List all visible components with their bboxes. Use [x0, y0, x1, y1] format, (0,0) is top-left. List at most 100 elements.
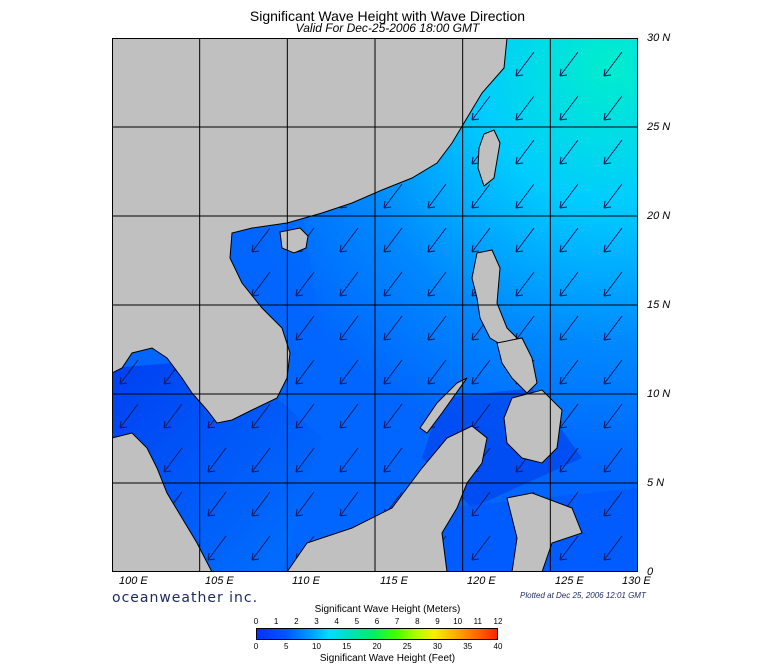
wave-direction-arrow	[603, 95, 623, 121]
sulawesi-island	[506, 492, 583, 572]
lat-label-30n: 30 N	[647, 32, 671, 44]
legend-feet-tick: 40	[493, 642, 503, 651]
lon-label-120e: 120 E	[467, 575, 496, 587]
wave-direction-arrow	[603, 227, 623, 253]
legend-meters-tick: 7	[394, 617, 400, 626]
legend-feet-tick: 25	[402, 642, 412, 651]
wave-direction-arrow	[603, 51, 623, 77]
wave-direction-arrow	[559, 535, 579, 561]
wave-direction-arrow	[603, 315, 623, 341]
wave-direction-arrow	[559, 447, 579, 473]
legend-meters-tick: 10	[453, 617, 463, 626]
wave-direction-arrow	[515, 227, 535, 253]
wave-direction-arrow	[515, 271, 535, 297]
wave-height-colorbar	[256, 628, 498, 640]
taiwan-island	[477, 129, 501, 187]
legend-meters-tick: 8	[415, 617, 420, 626]
wave-direction-arrow	[559, 183, 579, 209]
legend-meters-tick: 3	[314, 617, 319, 626]
legend-meters-tick: 0	[253, 617, 259, 626]
wave-direction-arrow	[339, 359, 359, 385]
wave-direction-arrow	[559, 95, 579, 121]
wave-direction-arrow	[295, 447, 315, 473]
legend-feet-title: Significant Wave Height (Feet)	[319, 653, 456, 664]
legend-meters-tick: 6	[374, 617, 380, 626]
wave-direction-arrow	[471, 359, 491, 385]
oceanweather-logo: oceanweather inc.	[112, 590, 259, 606]
wave-direction-arrow	[603, 359, 623, 385]
wave-direction-arrow	[603, 183, 623, 209]
wave-direction-arrow	[427, 315, 447, 341]
lat-label-15n: 15 N	[647, 299, 671, 311]
wave-direction-arrow	[251, 447, 271, 473]
lon-label-125e: 125 E	[555, 575, 584, 587]
legend-feet-tick: 10	[312, 642, 321, 651]
mindanao-island	[503, 389, 563, 464]
wave-direction-arrow	[339, 227, 359, 253]
wave-direction-arrow	[471, 95, 491, 121]
legend-feet-tick: 30	[433, 642, 442, 651]
legend-meters-title: Significant Wave Height (Meters)	[314, 604, 461, 615]
wave-direction-arrow	[295, 315, 315, 341]
wave-direction-arrow	[559, 139, 579, 165]
wave-direction-arrow	[383, 227, 403, 253]
wave-direction-arrow	[515, 183, 535, 209]
wave-direction-arrow	[207, 535, 227, 561]
wave-direction-arrow	[603, 271, 623, 297]
wave-direction-arrow	[207, 491, 227, 517]
wave-direction-arrow	[603, 139, 623, 165]
wave-direction-arrow	[295, 359, 315, 385]
wave-direction-arrow	[427, 183, 447, 209]
legend-meters-tick: 1	[273, 617, 279, 626]
wave-direction-arrow	[383, 271, 403, 297]
wave-direction-arrow	[383, 315, 403, 341]
wave-direction-arrow	[427, 227, 447, 253]
legend-meters-tick: 4	[334, 617, 339, 626]
legend-feet-tick: 5	[284, 642, 289, 651]
legend-feet-tick: 35	[463, 642, 473, 651]
borneo	[286, 425, 488, 572]
legend-feet-tick: 15	[342, 642, 352, 651]
wave-direction-arrow	[339, 447, 359, 473]
wave-direction-arrow	[295, 403, 315, 429]
wave-direction-arrow	[559, 227, 579, 253]
legend-feet-tick: 20	[372, 642, 382, 651]
wave-direction-arrow	[119, 359, 139, 385]
wave-direction-arrow	[471, 227, 491, 253]
chart-subtitle: Valid For Dec-25-2006 18:00 GMT	[295, 21, 480, 35]
hainan-island	[279, 227, 309, 254]
visayas-islands	[496, 337, 538, 394]
lon-label-100e: 100 E	[119, 575, 148, 587]
wave-direction-arrow	[251, 403, 271, 429]
wave-direction-arrow	[251, 535, 271, 561]
asian-mainland	[112, 38, 508, 424]
legend-meters-tick: 2	[294, 617, 299, 626]
legend-feet-tick: 0	[253, 642, 259, 651]
plotted-timestamp: Plotted at Dec 25, 2006 12:01 GMT	[520, 591, 646, 600]
lat-label-25n: 25 N	[647, 121, 671, 133]
wave-direction-arrow	[471, 491, 491, 517]
wave-direction-arrow	[603, 491, 623, 517]
legend-meters-tick: 12	[493, 617, 503, 626]
wave-direction-arrow	[339, 491, 359, 517]
legend-meters-tick: 11	[473, 617, 482, 626]
legend-meters-tick: 5	[354, 617, 360, 626]
wave-direction-arrow	[559, 359, 579, 385]
wave-direction-arrow	[251, 227, 271, 253]
legend-meters-tick: 9	[435, 617, 440, 626]
wave-direction-arrow	[295, 271, 315, 297]
wave-direction-arrow	[471, 535, 491, 561]
wave-direction-arrow	[295, 491, 315, 517]
chart-title: Significant Wave Height with Wave Direct…	[249, 8, 526, 24]
lat-label-20n: 20 N	[647, 210, 671, 222]
wave-direction-arrow	[383, 359, 403, 385]
wave-height-map	[112, 38, 638, 572]
wave-direction-arrow	[559, 51, 579, 77]
wave-direction-arrow	[427, 359, 447, 385]
land-masses	[112, 38, 583, 572]
lon-label-115e: 115 E	[380, 575, 408, 587]
lat-label-0: 0	[647, 566, 654, 578]
wave-direction-arrow	[603, 403, 623, 429]
wave-direction-arrow	[163, 447, 183, 473]
wave-direction-arrow	[559, 315, 579, 341]
